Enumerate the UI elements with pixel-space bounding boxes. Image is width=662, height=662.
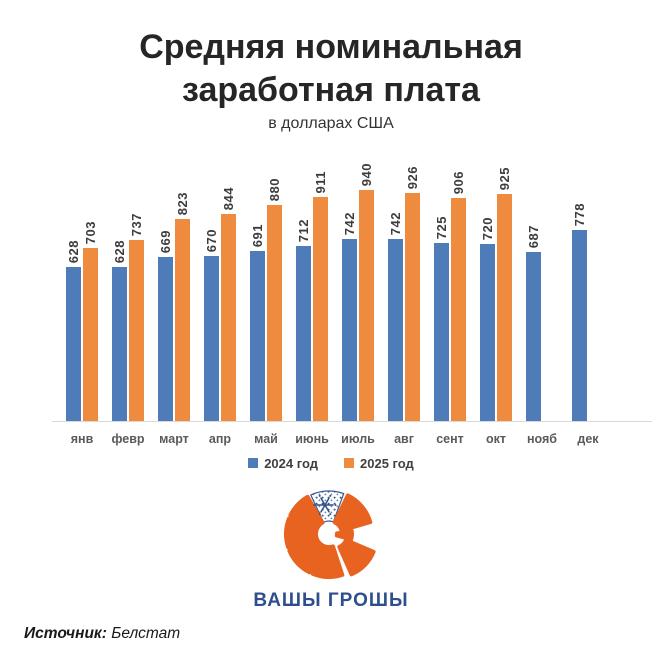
bar-value-label: 823 — [174, 191, 190, 215]
page-title: Средняя номинальная заработная плата — [0, 26, 662, 112]
bar-2025-июль — [359, 190, 374, 421]
x-tick-июнь: июнь — [295, 432, 329, 446]
bar-value-label: 691 — [249, 223, 265, 247]
bar-value-label: 742 — [341, 211, 357, 235]
bar-2025-февр — [129, 240, 144, 421]
vashy-groshy-logo-icon — [284, 490, 376, 579]
x-tick-июль: июль — [341, 432, 375, 446]
bar-2025-апр — [221, 214, 236, 421]
bar-value-label: 628 — [65, 239, 81, 263]
x-tick-нояб: нояб — [526, 432, 558, 446]
x-tick-март: март — [159, 432, 189, 446]
bar-value-label: 712 — [295, 218, 311, 242]
x-tick-май: май — [254, 432, 278, 446]
logo-orange-segment — [284, 516, 319, 550]
logo-snowflake-segment — [310, 490, 345, 523]
bar-value-label: 880 — [266, 177, 282, 201]
bar-value-label: 703 — [82, 220, 98, 244]
x-tick-сент: сент — [436, 432, 464, 446]
bar-2025-янв — [83, 248, 98, 421]
bar-value-label: 926 — [404, 165, 420, 189]
bar-value-label: 737 — [128, 212, 144, 236]
bar-chart: 628 703 янв 628 737 февр 669 823 март 670 844 апр 69… — [0, 160, 662, 446]
title-line-1: Средняя номинальная — [139, 28, 523, 66]
legend-label-2024: 2024 год — [264, 455, 318, 471]
bar-value-label: 720 — [479, 216, 495, 240]
bar-2025-июнь — [313, 197, 328, 421]
bar-value-label: 742 — [387, 211, 403, 235]
bar-value-label: 628 — [111, 239, 127, 263]
bar-2024-март — [158, 257, 173, 421]
logo-orange-segment — [288, 494, 325, 531]
x-tick-апр: апр — [208, 432, 232, 446]
logo-orange-segment — [337, 538, 376, 577]
snowflake-icon — [313, 494, 337, 516]
logo-orange-segment — [310, 544, 345, 579]
logo-text: ВАШЫ ГРОШЫ — [253, 590, 409, 611]
logo-orange-segment — [332, 493, 373, 533]
bar-value-label: 911 — [312, 170, 328, 193]
source-value: Белстат — [111, 625, 181, 642]
legend-label-2025: 2025 год — [360, 455, 414, 471]
logo-orange-segment — [334, 529, 354, 542]
bar-2024-май — [250, 251, 265, 421]
bar-2025-март — [175, 219, 190, 421]
bar-2024-июнь — [296, 246, 311, 421]
x-axis-line — [52, 421, 652, 422]
bar-value-label: 669 — [157, 229, 173, 253]
legend-swatch-2024 — [248, 458, 259, 468]
bar-2024-сент — [434, 243, 449, 421]
chart-legend: 2024 год 2025 год — [0, 454, 662, 472]
source-label: Источник: — [24, 625, 107, 642]
bar-value-label: 844 — [220, 186, 236, 210]
logo-orange-segment — [287, 537, 326, 575]
bar-2024-июль — [342, 239, 357, 421]
x-tick-дек: дек — [577, 432, 599, 446]
bar-2024-дек — [572, 230, 587, 421]
bar-2025-авг — [405, 193, 420, 421]
bar-2024-нояб — [526, 252, 541, 421]
bar-2024-апр — [204, 256, 219, 421]
x-tick-окт: окт — [485, 432, 506, 446]
bar-value-label: 925 — [496, 166, 512, 190]
bar-value-label: 778 — [571, 202, 587, 226]
vashy-groshy-logo: ВАШЫ ГРОШЫ — [0, 484, 662, 612]
bar-2024-авг — [388, 239, 403, 421]
x-tick-янв: янв — [70, 432, 94, 446]
bar-value-label: 670 — [203, 228, 219, 252]
x-tick-авг: авг — [394, 432, 414, 446]
bar-value-label: 940 — [358, 162, 374, 186]
legend-item-2025: 2025 год — [344, 456, 414, 471]
bar-value-label: 687 — [525, 224, 541, 248]
bar-2025-май — [267, 205, 282, 421]
legend-swatch-2025 — [344, 458, 354, 468]
bar-2024-февр — [112, 267, 127, 421]
bar-value-label: 725 — [433, 215, 449, 239]
title-line-2: заработная плата — [182, 71, 480, 109]
legend-item-2024: 2024 год — [248, 456, 318, 471]
bar-value-label: 906 — [450, 170, 466, 194]
x-tick-февр: февр — [111, 432, 145, 446]
bar-2025-сент — [451, 198, 466, 421]
bar-2024-окт — [480, 244, 495, 421]
source-note: Источник: Белстат — [24, 625, 180, 643]
chart-subtitle: в долларах США — [268, 115, 394, 132]
bar-2024-янв — [66, 267, 81, 421]
bar-2025-окт — [497, 194, 512, 421]
